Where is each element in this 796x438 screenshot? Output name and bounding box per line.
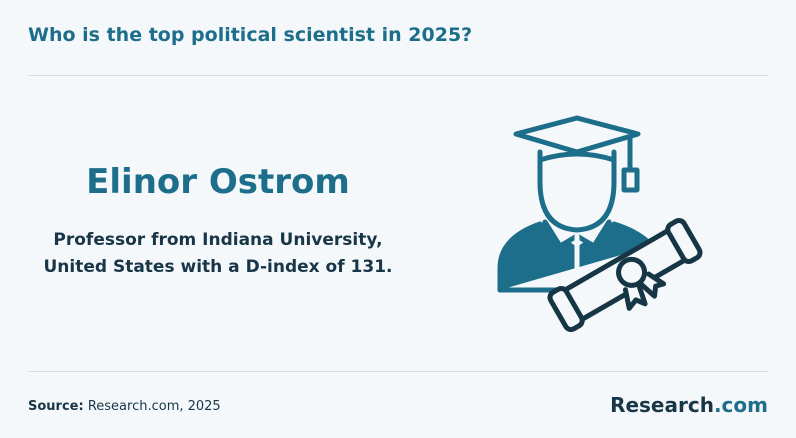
source: Source: Research.com, 2025 — [28, 399, 221, 414]
logo-text: Research — [610, 393, 714, 417]
divider — [28, 371, 768, 372]
description: Professor from Indiana University, — [53, 230, 383, 250]
logo: Research.com — [610, 393, 768, 417]
source-text: Research.com, 2025 — [87, 399, 221, 414]
description: United States with a D-index of 131. — [43, 257, 393, 277]
logo-suffix: .com — [713, 393, 768, 417]
title: Who is the top political scientist in 20… — [28, 24, 473, 46]
person-name: Elinor Ostrom — [86, 162, 350, 202]
divider — [28, 75, 768, 76]
source-label: Source: — [28, 399, 84, 414]
graduate-icon — [497, 115, 703, 332]
